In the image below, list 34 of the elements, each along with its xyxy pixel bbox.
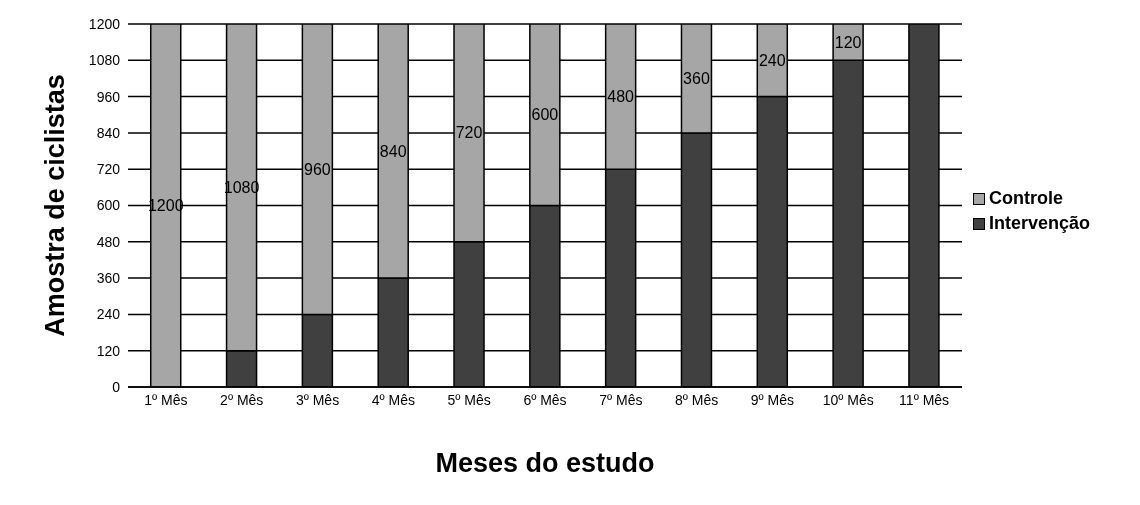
x-tick-label: 8º Mês xyxy=(675,391,719,408)
y-axis-title: Amostra de ciclistas xyxy=(39,74,70,337)
y-tick-label: 240 xyxy=(96,306,121,323)
data-label: 720 xyxy=(455,124,483,142)
x-tick-label: 5º Mês xyxy=(447,391,491,408)
y-tick-label: 120 xyxy=(96,342,121,359)
y-tick-label: 840 xyxy=(96,124,121,141)
x-tick-label: 9º Mês xyxy=(750,391,795,408)
y-tick-label: 1080 xyxy=(88,52,121,69)
data-label: 120 xyxy=(834,33,862,51)
x-tick-label: 6º Mês xyxy=(523,391,567,408)
y-tick-label: 600 xyxy=(96,197,121,214)
legend-label: Controle xyxy=(989,188,1063,209)
y-tick-label: 1200 xyxy=(88,15,121,32)
x-tick-label: 7º Mês xyxy=(599,391,643,408)
data-label: 600 xyxy=(531,106,559,124)
data-label: 480 xyxy=(607,88,635,106)
y-tick-label: 360 xyxy=(96,270,121,287)
data-label: 840 xyxy=(379,142,407,160)
y-tick-label: 960 xyxy=(96,88,121,105)
x-tick-label: 11º Mês xyxy=(899,391,950,408)
x-tick-label: 3º Mês xyxy=(295,391,340,408)
data-label: 240 xyxy=(758,51,786,69)
x-tick-label: 1º Mês xyxy=(144,391,188,408)
data-label: 360 xyxy=(683,69,710,87)
x-tick-label: 2º Mês xyxy=(220,391,264,408)
y-tick-label: 720 xyxy=(96,161,121,178)
x-axis-title: Meses do estudo xyxy=(435,448,655,478)
x-tick-label: 10º Mês xyxy=(822,391,874,408)
y-tick-label: 480 xyxy=(96,233,121,250)
x-tick-label: 4º Mês xyxy=(371,391,415,408)
data-label: 960 xyxy=(304,160,331,178)
legend-label: Intervenção xyxy=(989,213,1091,234)
y-tick-label: 0 xyxy=(112,378,121,395)
